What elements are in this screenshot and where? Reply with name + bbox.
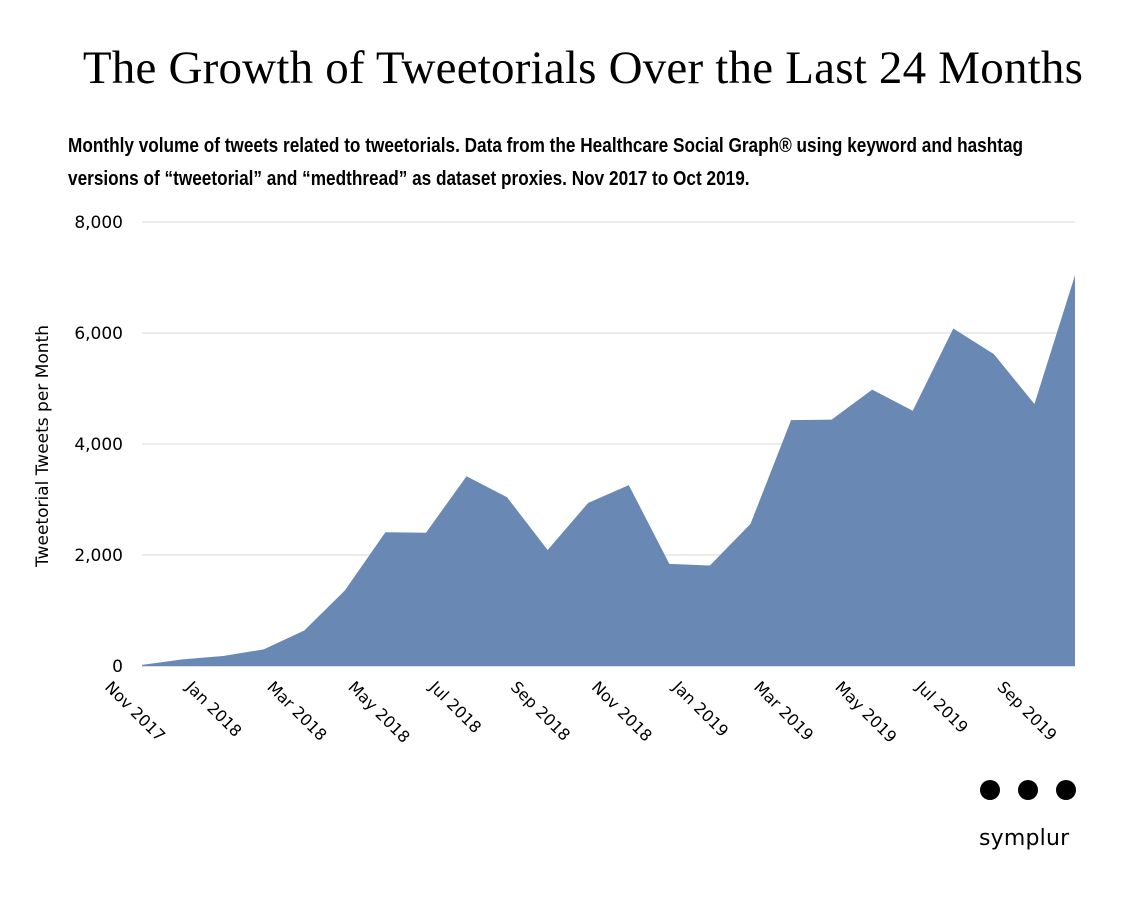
symplur-logo: symplur (978, 778, 1078, 851)
chart-title: The Growth of Tweetorials Over the Last … (82, 42, 1084, 94)
y-tick-label: 4,000 (74, 435, 123, 455)
x-tick-label: Sep 2018 (507, 677, 574, 744)
y-tick-label: 0 (112, 657, 123, 677)
three-dots-icon (978, 778, 1078, 802)
x-tick-label: Mar 2018 (263, 677, 330, 744)
y-tick-label: 8,000 (74, 213, 123, 233)
x-tick-label: Jan 2018 (182, 677, 246, 741)
x-tick-label: Nov 2018 (588, 677, 656, 745)
y-axis-ticks: 0 2,000 4,000 6,000 8,000 (74, 213, 123, 677)
x-axis-ticks: Nov 2017 Jan 2018 Mar 2018 May 2018 Jul 2018… (101, 677, 1061, 747)
series-area (142, 275, 1075, 666)
x-tick-label: Nov 2017 (101, 677, 169, 745)
y-axis-label: Tweetorial Tweets per Month (33, 325, 53, 568)
x-tick-label: Sep 2019 (994, 677, 1061, 744)
logo-dot (1056, 780, 1076, 800)
data-area (142, 275, 1075, 666)
x-tick-label: Jul 2019 (912, 677, 972, 737)
x-tick-label: Jan 2019 (668, 677, 732, 741)
y-tick-label: 2,000 (74, 546, 123, 566)
chart-subtitle: Monthly volume of tweets related to twee… (68, 135, 1024, 190)
x-tick-label: Jul 2018 (425, 677, 485, 737)
y-tick-label: 6,000 (74, 324, 123, 344)
x-tick-label: May 2019 (831, 677, 900, 746)
x-tick-label: Mar 2019 (750, 677, 817, 744)
logo-dot (1018, 780, 1038, 800)
x-tick-label: May 2018 (345, 677, 414, 746)
logo-dot (980, 780, 1000, 800)
brand-name: symplur (979, 826, 1070, 851)
